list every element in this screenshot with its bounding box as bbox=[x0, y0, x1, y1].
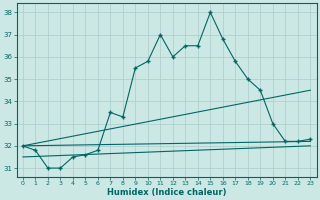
X-axis label: Humidex (Indice chaleur): Humidex (Indice chaleur) bbox=[107, 188, 226, 197]
